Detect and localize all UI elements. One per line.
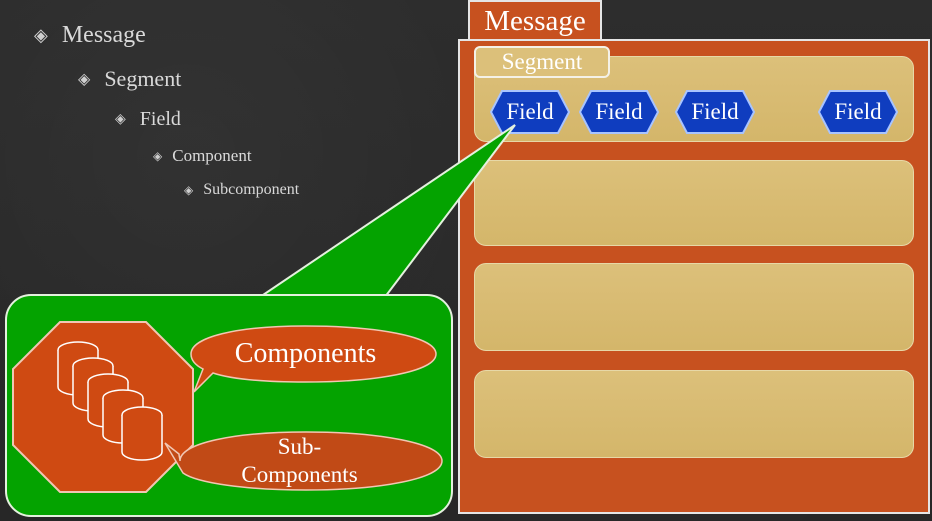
outline-label: Subcomponent: [203, 181, 300, 198]
outline-label: Component: [172, 146, 252, 165]
components-bubble: Components: [173, 325, 438, 393]
subcomponents-label-line-1: Sub-: [277, 434, 322, 460]
field-4: Field: [818, 90, 898, 134]
outline-label: Segment: [104, 66, 182, 91]
diamond-bullet-icon: ◈: [115, 112, 126, 127]
segment-2: [474, 160, 914, 246]
field-label: Field: [595, 99, 643, 124]
hexagon-icon: [818, 90, 898, 134]
component-octagon: [12, 321, 194, 493]
outline-item-message: ◈ Message: [34, 22, 146, 49]
cylinder-stack-icon: [57, 341, 163, 461]
outline-label: Field: [139, 108, 181, 130]
diamond-bullet-icon: ◈: [34, 25, 48, 45]
components-label: Components: [234, 338, 377, 369]
field-label: Field: [691, 99, 739, 124]
field-label: Field: [506, 99, 554, 124]
speech-bubble-icon: [190, 325, 437, 393]
octagon-icon: [12, 321, 194, 493]
message-tab: Message: [468, 0, 602, 40]
hexagon-icon: [675, 90, 755, 134]
field-1: Field: [490, 90, 570, 134]
diamond-bullet-icon: ◈: [153, 148, 163, 163]
outline-item-subcomponent: ◈ Subcomponent: [184, 181, 299, 199]
outline-item-field: ◈ Field: [115, 108, 181, 131]
outline-item-component: ◈ Component: [153, 146, 252, 166]
speech-bubble-icon: [164, 431, 443, 491]
segment-3: [474, 263, 914, 351]
subcomponents-label-line-2: Components: [241, 462, 358, 487]
subcomponents-label-group: Sub- Components: [241, 433, 357, 488]
diamond-bullet-icon: ◈: [78, 71, 91, 88]
outline-label: Message: [61, 22, 146, 48]
segment-4: [474, 370, 914, 458]
subcomponents-bubble: Sub- Components: [156, 431, 443, 491]
outline-item-segment: ◈ Segment: [78, 66, 181, 92]
hexagon-icon: [490, 90, 570, 134]
diamond-bullet-icon: ◈: [184, 182, 194, 197]
hexagon-icon: [579, 90, 659, 134]
segment-tab: Segment: [474, 46, 610, 78]
field-3: Field: [675, 90, 755, 134]
field-label: Field: [834, 99, 882, 124]
field-2: Field: [579, 90, 659, 134]
